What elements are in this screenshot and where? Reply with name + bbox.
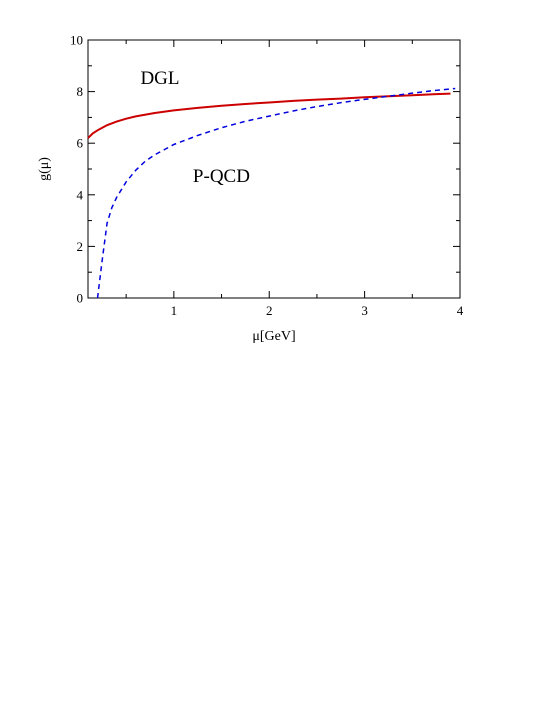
x-tick-label: 3 <box>361 303 368 318</box>
axis-ticks <box>88 39 461 299</box>
annotation-p-qcd: P-QCD <box>193 166 250 187</box>
y-tick-label: 2 <box>77 239 84 254</box>
x-tick-labels: 1 2 3 4 <box>171 303 464 318</box>
y-tick-label: 6 <box>77 136 84 151</box>
x-tick-label: 4 <box>457 303 464 318</box>
y-axis-label: g(μ) <box>37 157 52 181</box>
y-tick-label: 10 <box>70 33 83 48</box>
y-tick-label: 4 <box>77 187 84 202</box>
y-tick-label: 8 <box>77 84 84 99</box>
x-tick-label: 1 <box>171 303 178 318</box>
series-line-dgl <box>87 92 451 139</box>
x-axis-label: μ[GeV] <box>252 329 295 344</box>
series-lines <box>87 87 456 299</box>
y-tick-labels: 0 2 4 6 8 10 <box>70 33 84 306</box>
series-line-p-qcd <box>96 87 456 299</box>
y-tick-label: 0 <box>77 291 84 306</box>
x-tick-label: 2 <box>266 303 273 318</box>
annotation-dgl: DGL <box>140 68 179 89</box>
annotations: DGL P-QCD <box>140 68 249 187</box>
